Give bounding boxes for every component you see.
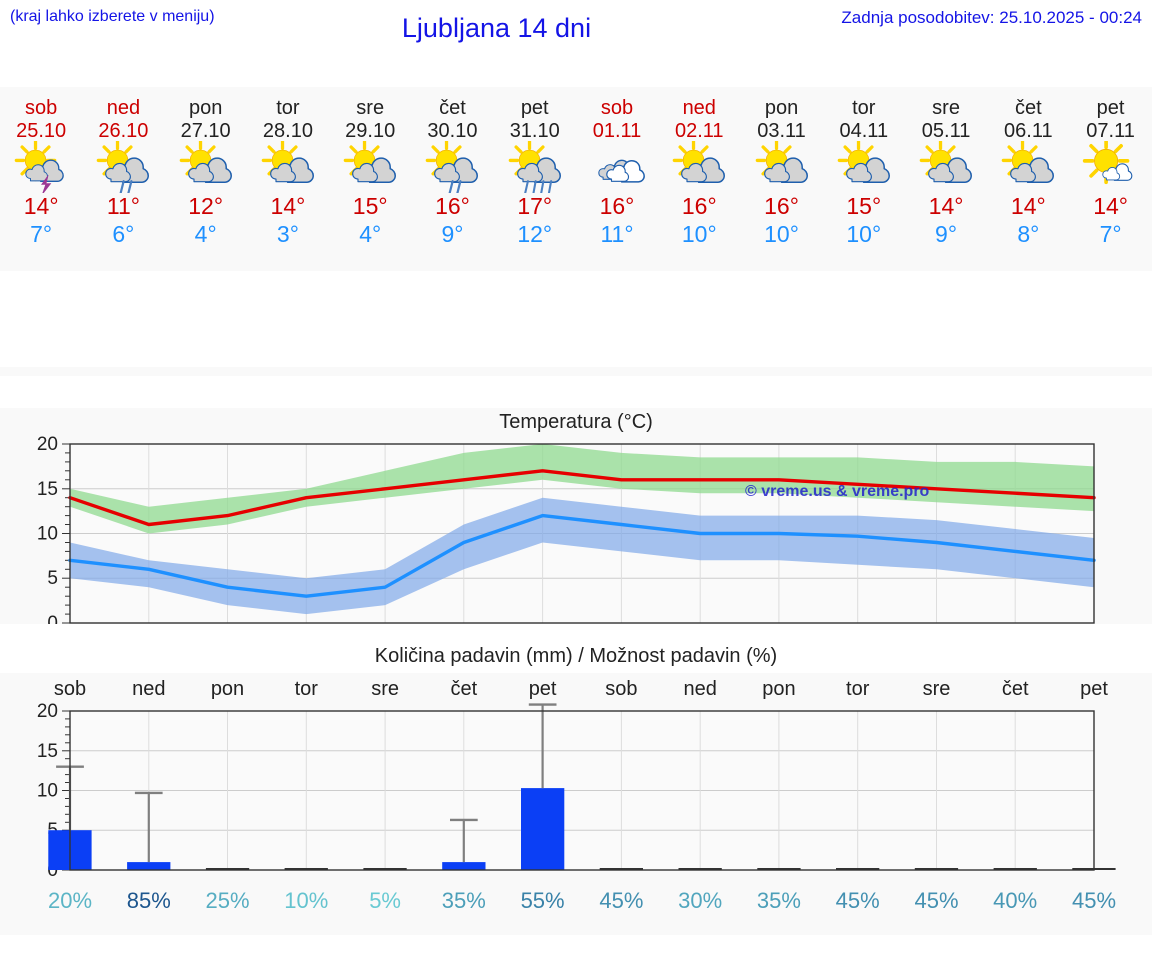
svg-text:45%: 45% [836,888,880,913]
svg-text:25%: 25% [205,888,249,913]
svg-text:sre: sre [923,678,951,700]
svg-text:45%: 45% [914,888,958,913]
svg-text:20: 20 [37,434,58,455]
svg-text:pon: pon [211,678,244,700]
svg-text:10%: 10% [284,888,328,913]
svg-text:5%: 5% [369,888,401,913]
svg-text:35%: 35% [442,888,486,913]
svg-text:sob: sob [605,678,637,700]
svg-text:55%: 55% [521,888,565,913]
svg-text:pet: pet [1080,678,1108,700]
svg-text:© vreme.us & vreme.pro: © vreme.us & vreme.pro [745,483,930,500]
svg-text:0: 0 [47,613,58,624]
svg-text:35%: 35% [757,888,801,913]
svg-text:pon: pon [762,678,795,700]
svg-text:10: 10 [37,524,58,545]
svg-text:40%: 40% [993,888,1037,913]
svg-text:5: 5 [47,568,58,589]
svg-text:10: 10 [37,781,58,802]
svg-text:tor: tor [846,678,870,700]
svg-text:15: 15 [37,479,58,500]
svg-text:85%: 85% [127,888,171,913]
svg-text:čet: čet [1002,678,1029,700]
svg-text:ned: ned [132,678,165,700]
svg-text:45%: 45% [1072,888,1116,913]
svg-text:20: 20 [37,701,58,722]
svg-text:15: 15 [37,741,58,762]
svg-text:ned: ned [684,678,717,700]
svg-text:20%: 20% [48,888,92,913]
svg-text:pet: pet [529,678,557,700]
svg-text:čet: čet [450,678,477,700]
svg-text:30%: 30% [678,888,722,913]
svg-text:45%: 45% [599,888,643,913]
svg-text:tor: tor [295,678,319,700]
svg-text:sre: sre [371,678,399,700]
svg-text:sob: sob [54,678,86,700]
